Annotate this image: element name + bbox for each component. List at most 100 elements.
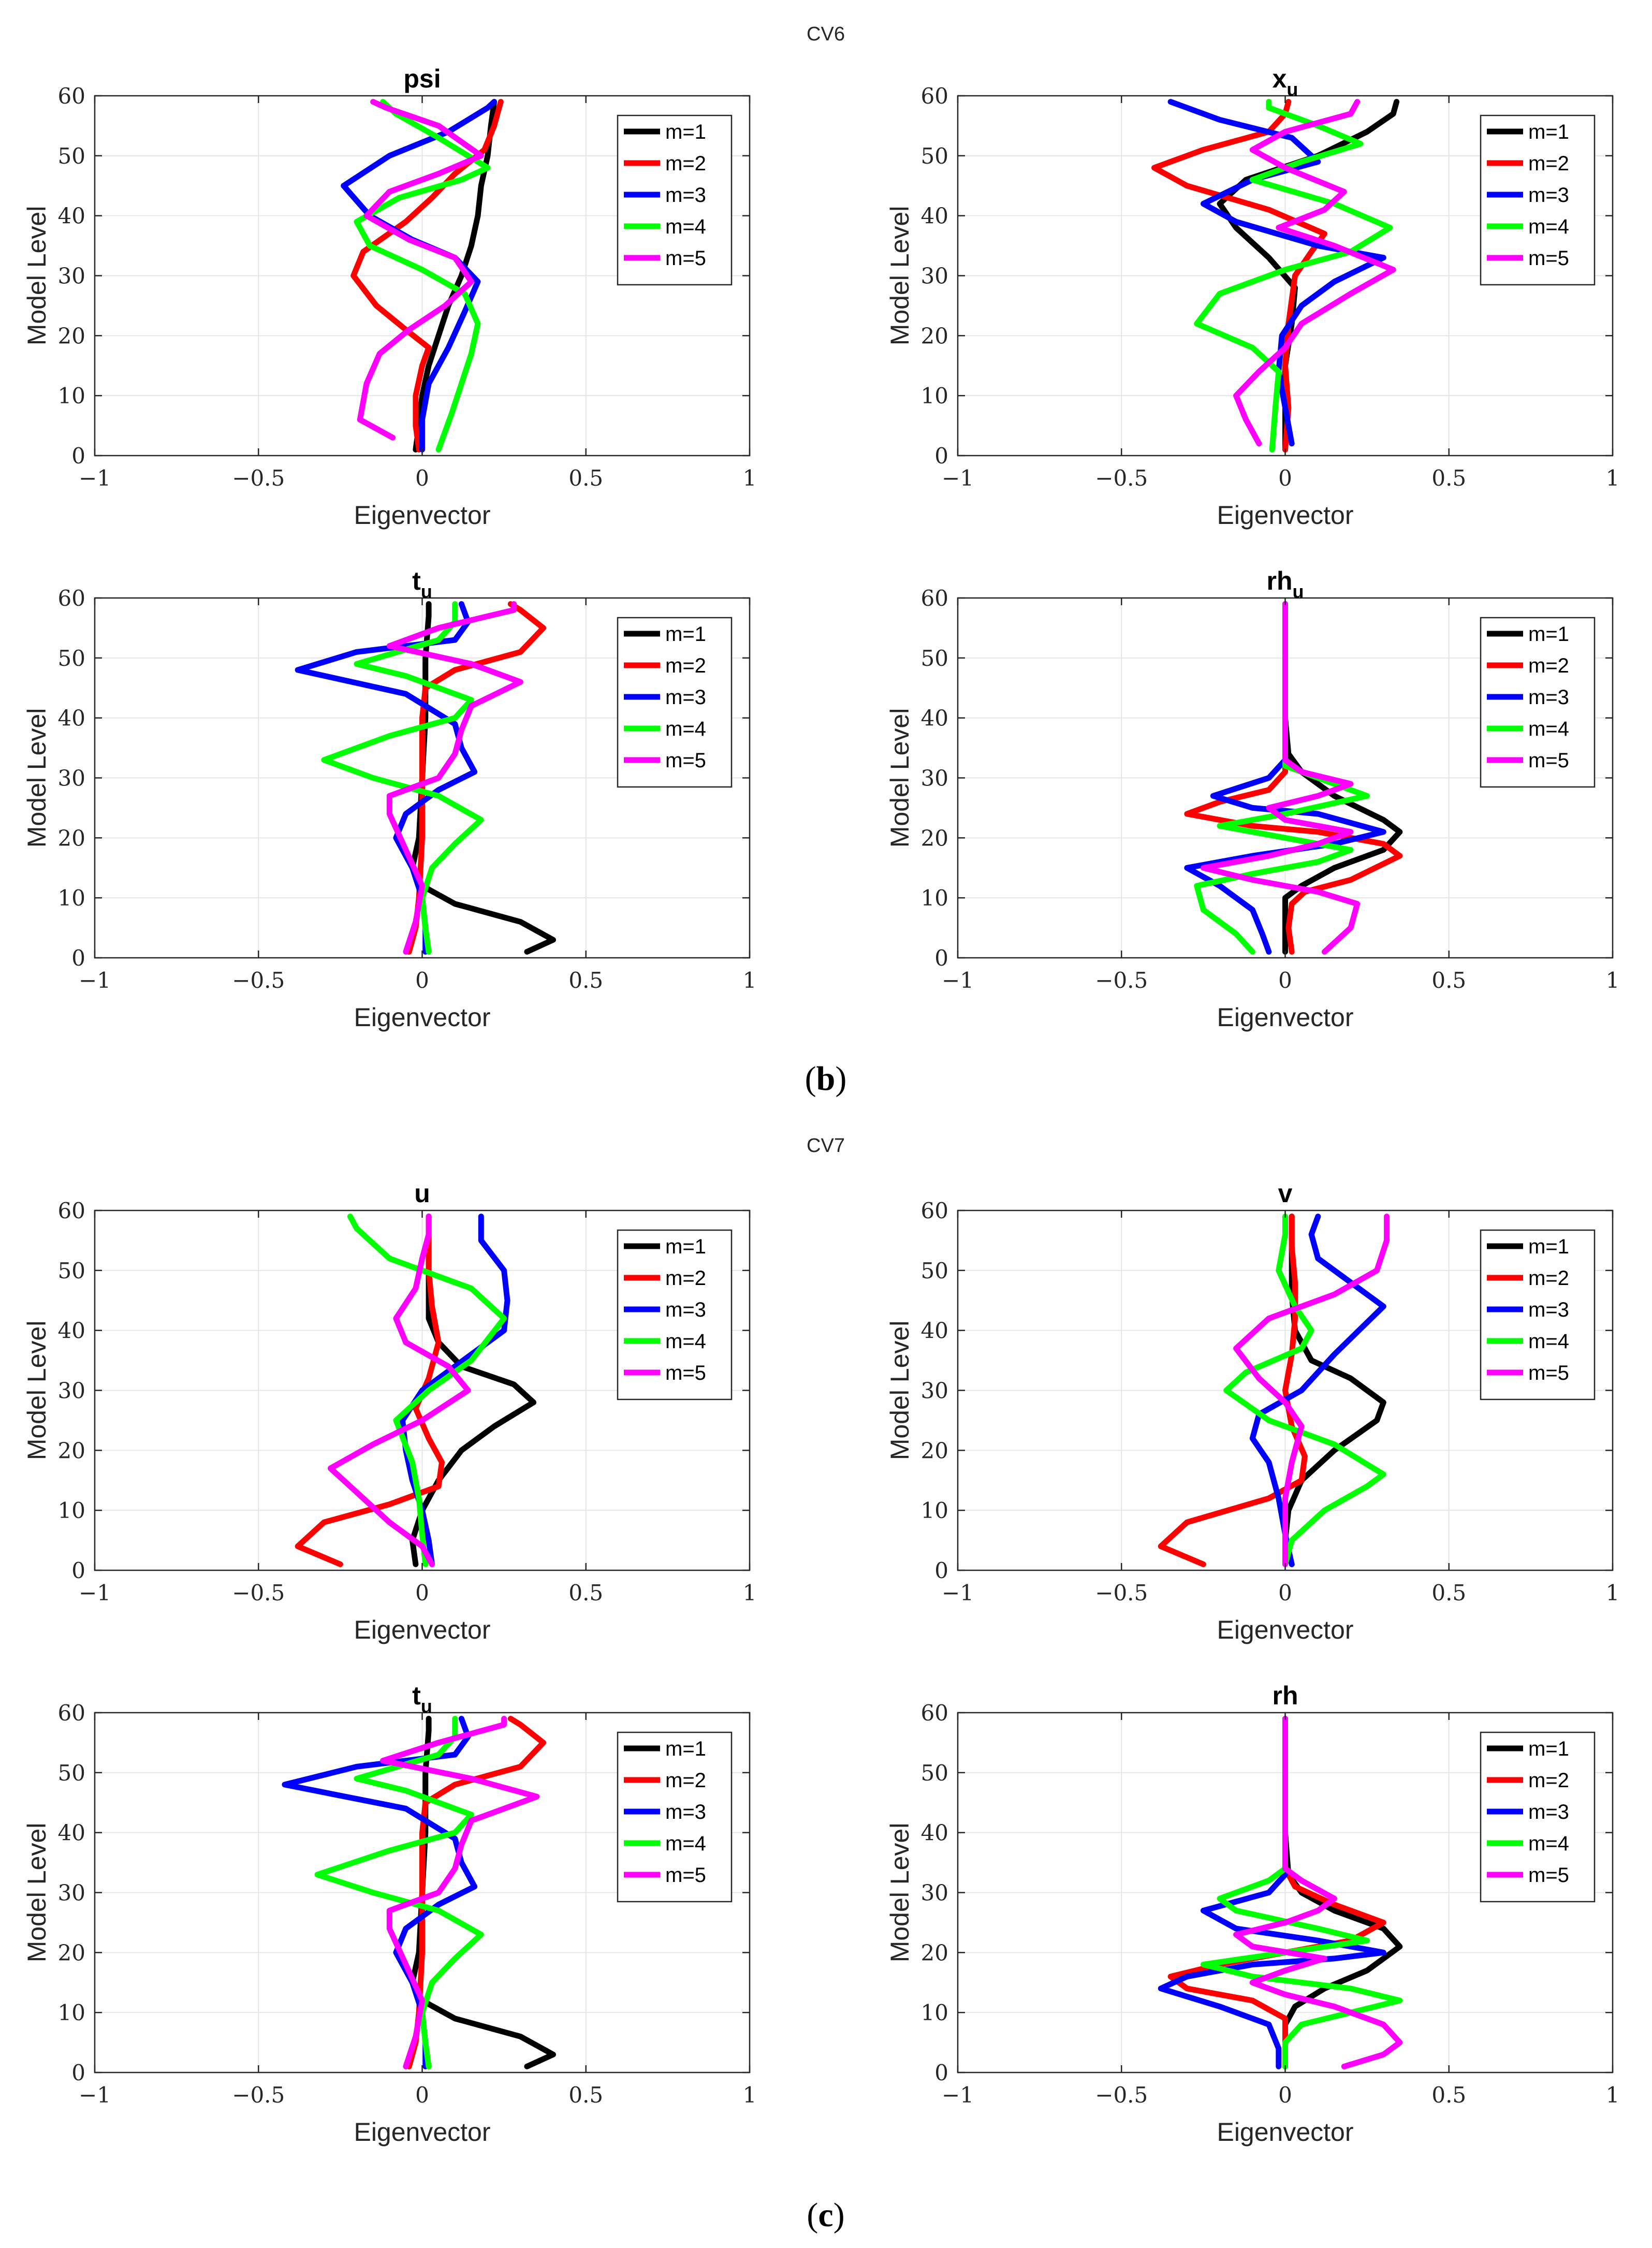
chart-7-ytick-label-0: 0: [71, 2060, 85, 2085]
chart-3-title: tu: [412, 566, 432, 602]
chart-4-ytick-label-2: 20: [921, 825, 948, 851]
chart-6-legend-label-4: m=4: [1528, 1330, 1569, 1353]
chart-3-xtick-label-4: 1: [743, 968, 757, 993]
chart-8-legend-label-4: m=4: [1528, 1832, 1569, 1855]
chart-4-ytick-label-5: 50: [921, 646, 948, 671]
chart-5-ytick-label-4: 40: [58, 1318, 85, 1344]
chart-7-title-subscript: u: [421, 1696, 432, 1717]
chart-5-xtick-label-1: −0.5: [232, 1580, 285, 1605]
chart-6-series-m5: [1233, 1214, 1390, 1567]
chart-2-xtick-label-3: 0.5: [1431, 465, 1466, 491]
chart-6-series-m4: [1223, 1214, 1386, 1567]
chart-4-legend-label-4: m=4: [1528, 718, 1569, 740]
chart-2-legend-label-5: m=5: [1528, 247, 1569, 270]
chart-8-legend-label-1: m=1: [1528, 1738, 1569, 1760]
chart-8-legend-label-3: m=3: [1528, 1801, 1569, 1823]
chart-2-xtick-label-1: −0.5: [1095, 465, 1148, 491]
chart-7-xtick-label-0: −1: [79, 2082, 111, 2108]
chart-7-ytick-label-3: 30: [58, 1880, 85, 1906]
chart-4-legend-label-5: m=5: [1528, 749, 1569, 772]
chart-2: −1 −0.5 0 0.5 10102030405060EigenvectorModel…: [885, 64, 1619, 530]
chart-6-ytick-label-3: 30: [921, 1378, 948, 1404]
chart-2-series-m4: [1194, 99, 1393, 452]
chart-7-ytick-label-1: 10: [58, 2000, 85, 2025]
chart-8-legend-label-5: m=5: [1528, 1864, 1569, 1887]
chart-5-ylabel: Model Level: [22, 1321, 51, 1461]
chart-5-xtick-label-0: −1: [79, 1580, 111, 1605]
chart-7-xtick-label-3: 0.5: [568, 2082, 603, 2108]
chart-4-xtick-label-2: 0: [1278, 968, 1292, 993]
caption-c-letter: c: [818, 2196, 833, 2234]
chart-3-ytick-label-2: 20: [58, 825, 85, 851]
chart-3-legend-label-5: m=5: [665, 749, 706, 772]
chart-1: −1 −0.5 0 0.5 10102030405060EigenvectorModel…: [22, 64, 756, 530]
chart-4-xtick-label-3: 0.5: [1431, 968, 1466, 993]
chart-2-ytick-label-1: 10: [921, 383, 948, 408]
chart-4-ytick-label-4: 40: [921, 706, 948, 731]
section-title-cv7: CV7: [807, 1135, 845, 1157]
chart-4-ytick-label-3: 30: [921, 766, 948, 791]
chart-8-xlabel: Eigenvector: [1217, 2118, 1353, 2147]
chart-3-series-m4: [321, 601, 484, 955]
chart-7-xtick-label-1: −0.5: [232, 2082, 285, 2108]
chart-4-ytick-label-6: 60: [921, 586, 948, 611]
chart-1-ylabel: Model Level: [22, 206, 51, 346]
chart-1-series-m1: [413, 99, 498, 452]
chart-1-ytick-label-6: 60: [58, 83, 85, 109]
chart-7-ylabel: Model Level: [22, 1823, 51, 1963]
chart-3-ytick-label-3: 30: [58, 766, 85, 791]
caption-c: (c): [807, 2196, 844, 2234]
chart-4-xlabel: Eigenvector: [1217, 1003, 1353, 1032]
chart-7-xtick-label-2: 0: [415, 2082, 429, 2108]
chart-2-ytick-label-6: 60: [921, 83, 948, 109]
chart-8-xtick-label-1: −0.5: [1095, 2082, 1148, 2108]
chart-7-ytick-label-6: 60: [58, 1700, 85, 1726]
chart-1-xtick-label-4: 1: [743, 465, 757, 491]
chart-2-ytick-label-3: 30: [921, 264, 948, 289]
chart-6-xlabel: Eigenvector: [1217, 1615, 1353, 1644]
chart-4-series-m3: [1184, 601, 1386, 955]
chart-1-ytick-label-0: 0: [71, 443, 85, 469]
chart-7-series-m5: [380, 1716, 540, 2069]
chart-2-legend-label-4: m=4: [1528, 215, 1569, 238]
chart-6-ytick-label-2: 20: [921, 1438, 948, 1463]
chart-3-ytick-label-4: 40: [58, 706, 85, 731]
chart-5: −1 −0.5 0 0.5 10102030405060EigenvectorModel…: [22, 1179, 756, 1644]
chart-6-legend-label-3: m=3: [1528, 1298, 1569, 1321]
chart-6-xtick-label-1: −0.5: [1095, 1580, 1148, 1605]
chart-6-ytick-label-6: 60: [921, 1198, 948, 1223]
chart-4-xtick-label-4: 1: [1606, 968, 1620, 993]
chart-7-series-m4: [314, 1716, 484, 2069]
chart-6-title: v: [1278, 1179, 1293, 1208]
chart-6-xtick-label-0: −1: [942, 1580, 974, 1605]
chart-3-ylabel: Model Level: [22, 708, 51, 848]
chart-3: −1 −0.5 0 0.5 10102030405060EigenvectorModel…: [22, 566, 756, 1032]
chart-8-ytick-label-4: 40: [921, 1820, 948, 1846]
chart-4-legend-label-3: m=3: [1528, 686, 1569, 709]
chart-2-ytick-label-0: 0: [934, 443, 948, 469]
chart-2-legend-label-2: m=2: [1528, 152, 1569, 175]
chart-6-ytick-label-1: 10: [921, 1498, 948, 1523]
chart-1-ytick-label-4: 40: [58, 203, 85, 229]
chart-1-xtick-label-0: −1: [79, 465, 111, 491]
chart-1-xtick-label-2: 0: [415, 465, 429, 491]
chart-3-ytick-label-6: 60: [58, 586, 85, 611]
chart-5-legend-label-2: m=2: [665, 1267, 706, 1290]
chart-8-ylabel: Model Level: [885, 1823, 914, 1963]
chart-6-series-m3: [1249, 1214, 1386, 1567]
chart-8-ytick-label-1: 10: [921, 2000, 948, 2025]
chart-1-ytick-label-1: 10: [58, 383, 85, 408]
chart-4-legend-label-1: m=1: [1528, 623, 1569, 646]
chart-2-legend-label-1: m=1: [1528, 121, 1569, 143]
chart-5-ytick-label-6: 60: [58, 1198, 85, 1223]
chart-3-xtick-label-3: 0.5: [568, 968, 603, 993]
chart-5-title: u: [414, 1179, 430, 1208]
chart-5-xlabel: Eigenvector: [354, 1615, 490, 1644]
chart-5-ytick-label-5: 50: [58, 1258, 85, 1283]
chart-2-ytick-label-4: 40: [921, 203, 948, 229]
chart-6-ylabel: Model Level: [885, 1321, 914, 1461]
chart-8-series-m3: [1158, 1716, 1386, 2069]
chart-3-xtick-label-0: −1: [79, 968, 111, 993]
chart-5-ytick-label-3: 30: [58, 1378, 85, 1404]
